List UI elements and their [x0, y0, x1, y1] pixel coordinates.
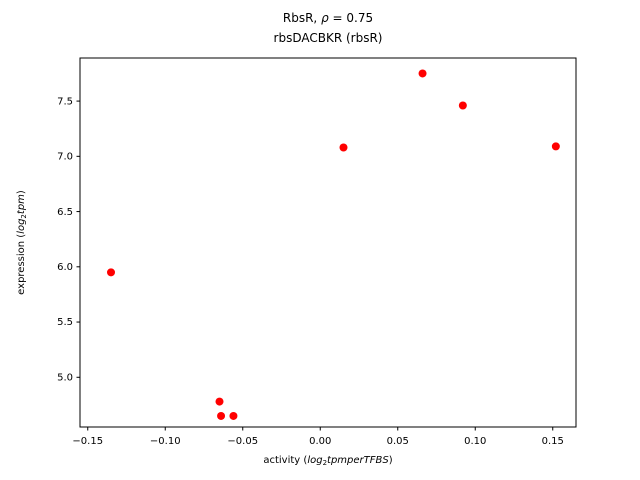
y-tick-label: 6.5	[57, 207, 73, 218]
y-tick-label: 5.0	[57, 372, 73, 383]
data-point	[215, 397, 224, 406]
x-tick-label: 0.00	[309, 436, 331, 447]
x-tick-label: 0.10	[464, 436, 486, 447]
x-tick-label: 0.15	[542, 436, 564, 447]
data-point	[551, 142, 560, 151]
data-point	[458, 101, 467, 110]
x-tick-label: 0.05	[387, 436, 409, 447]
data-point	[229, 411, 238, 420]
y-axis-label: expression (log2​tpm)	[16, 190, 28, 295]
data-point	[339, 143, 348, 152]
chart-title-line2: rbsDACBKR (rbsR)	[274, 31, 383, 45]
x-tick-label: −0.05	[227, 436, 258, 447]
chart-title-line1: RbsR, ρ = 0.75	[283, 11, 373, 25]
data-point	[217, 411, 226, 420]
data-point	[418, 69, 427, 78]
x-axis-label: activity (log2​tpmperTFBS)	[263, 455, 392, 467]
y-tick-label: 7.0	[57, 152, 73, 163]
x-tick-label: −0.10	[150, 436, 181, 447]
data-point	[107, 268, 115, 277]
y-tick-label: 7.5	[57, 96, 73, 107]
y-tick-label: 6.0	[57, 262, 73, 273]
axes-box	[79, 57, 577, 428]
x-tick-label: −0.15	[72, 436, 103, 447]
y-tick-label: 5.5	[57, 317, 73, 328]
